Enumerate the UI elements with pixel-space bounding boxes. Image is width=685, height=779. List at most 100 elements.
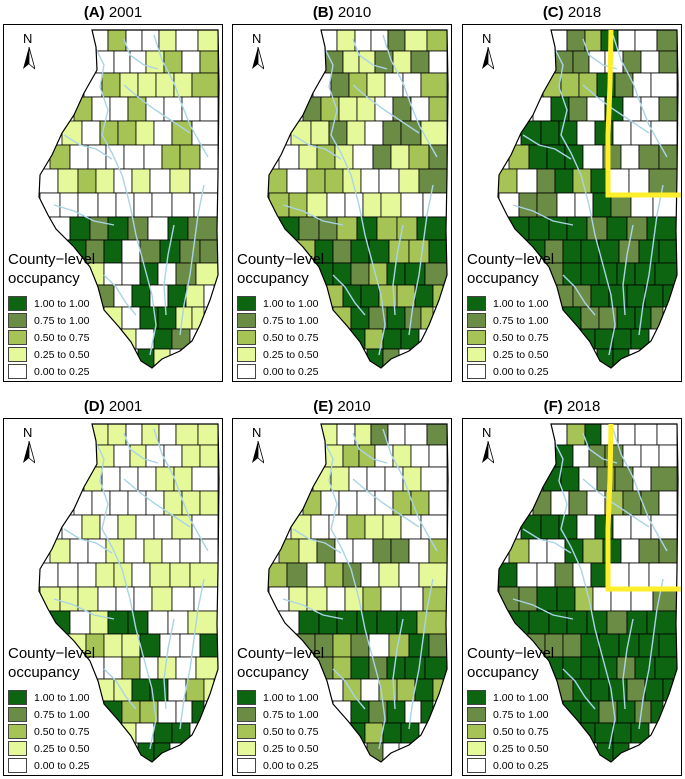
- river: [638, 578, 664, 730]
- county: [518, 192, 538, 218]
- county: [516, 562, 538, 588]
- legend-swatch: [237, 313, 256, 328]
- panel-letter: (E): [313, 398, 334, 415]
- county: [342, 444, 360, 468]
- county: [414, 678, 434, 702]
- panel-year: 2018: [566, 398, 601, 415]
- river: [332, 274, 366, 316]
- county: [185, 284, 205, 308]
- county: [616, 306, 636, 330]
- county: [117, 120, 137, 146]
- county: [566, 30, 586, 52]
- panel-letter: (B): [312, 4, 334, 21]
- county: [418, 168, 448, 194]
- river: [179, 578, 205, 730]
- county: [628, 168, 650, 194]
- county: [654, 656, 678, 680]
- county: [137, 72, 157, 98]
- county: [131, 168, 151, 194]
- county: [77, 192, 99, 218]
- county: [638, 633, 660, 658]
- legend-swatch: [237, 707, 256, 722]
- county: [424, 656, 448, 680]
- county: [582, 538, 604, 564]
- legend-entry: 0.75 to 1.00: [8, 706, 148, 723]
- county: [49, 216, 71, 241]
- county: [400, 192, 424, 218]
- legend-label: 0.00 to 0.25: [263, 365, 319, 378]
- county: [410, 490, 430, 516]
- county: [606, 610, 628, 635]
- river: [522, 134, 572, 160]
- north-arrow-icon: N: [17, 425, 43, 467]
- river: [582, 84, 650, 134]
- county: [330, 72, 350, 98]
- county: [572, 444, 590, 468]
- county: [634, 700, 652, 724]
- county: [187, 216, 219, 241]
- county: [378, 562, 400, 588]
- legend-swatch: [467, 313, 486, 328]
- county: [428, 444, 448, 468]
- county: [179, 633, 201, 658]
- county: [336, 424, 356, 446]
- county: [404, 30, 428, 52]
- county: [638, 538, 660, 564]
- county: [520, 514, 542, 540]
- river: [322, 438, 386, 750]
- legend-title: County−level occupancy: [8, 644, 148, 682]
- county: [181, 96, 201, 122]
- county: [61, 514, 83, 540]
- county: [175, 656, 197, 680]
- county: [606, 216, 628, 241]
- county: [408, 633, 430, 658]
- county: [612, 120, 632, 146]
- county: [390, 538, 410, 564]
- county: [420, 72, 448, 98]
- state-outline: [267, 29, 449, 369]
- county: [612, 722, 632, 744]
- county: [366, 466, 386, 492]
- county: [125, 424, 143, 446]
- county: [158, 424, 177, 446]
- county: [640, 444, 660, 468]
- legend-entry: 0.00 to 0.25: [467, 363, 607, 380]
- county: [336, 30, 356, 52]
- county: [658, 239, 678, 264]
- county: [358, 444, 376, 468]
- county: [81, 514, 101, 540]
- county: [61, 120, 83, 146]
- county: [306, 586, 328, 612]
- county: [107, 610, 129, 635]
- legend-swatch: [237, 364, 256, 379]
- county: [650, 72, 678, 98]
- legend-swatch: [237, 741, 256, 756]
- legend-title: County−level occupancy: [8, 250, 148, 288]
- county: [410, 96, 430, 122]
- legend-entry: 0.25 to 0.50: [8, 740, 148, 757]
- county: [588, 50, 606, 74]
- county-map: [497, 423, 681, 763]
- county: [191, 466, 219, 492]
- county: [656, 424, 678, 446]
- county: [199, 490, 219, 516]
- legend-title-line2: occupancy: [237, 664, 309, 681]
- county: [324, 168, 344, 194]
- county: [658, 444, 678, 468]
- river: [612, 34, 668, 158]
- county: [193, 192, 219, 218]
- county: [59, 192, 79, 218]
- county: [179, 538, 201, 564]
- map-panel-a: N County−level occupancy 1.00 to 1.00 0.75 t…: [3, 24, 223, 382]
- map-panel-d: N County−level occupancy 1.00 to 1.00 0.75 t…: [3, 418, 223, 776]
- river: [512, 598, 574, 620]
- legend: County−level occupancy 1.00 to 1.00 0.75 to…: [467, 644, 607, 774]
- state-outline: [497, 423, 679, 763]
- county-map: [267, 423, 449, 763]
- legend-entry: 0.00 to 0.25: [8, 757, 148, 774]
- county: [364, 120, 384, 146]
- legend-swatch: [467, 347, 486, 362]
- north-label: N: [23, 425, 33, 440]
- county: [554, 168, 574, 194]
- county: [151, 586, 173, 612]
